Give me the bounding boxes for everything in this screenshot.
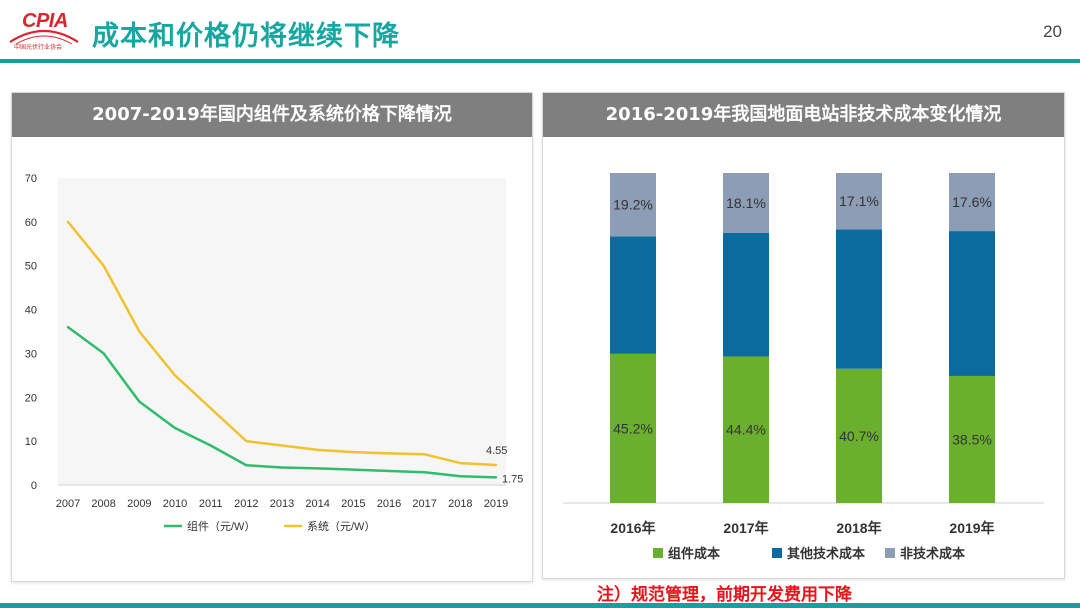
- plot-area: [58, 178, 506, 485]
- x-tick-label: 2016年: [610, 520, 655, 536]
- data-point: [173, 426, 177, 430]
- x-tick-label: 2008: [91, 498, 115, 510]
- data-point: [423, 453, 426, 456]
- legend-label: 组件（元/W）: [187, 519, 255, 533]
- x-tick-label: 2019年: [949, 520, 994, 536]
- legend-swatch: [772, 548, 782, 558]
- bar-segment: [836, 368, 882, 503]
- y-tick-label: 10: [25, 436, 37, 448]
- data-point: [138, 400, 141, 403]
- data-point: [494, 463, 498, 467]
- x-tick-label: 2017: [412, 498, 436, 510]
- data-point: [387, 469, 391, 473]
- x-tick-label: 2012: [234, 498, 258, 510]
- data-point: [66, 325, 70, 329]
- bar-segment: [723, 232, 769, 357]
- x-tick-label: 2015: [341, 498, 365, 510]
- line-chart-panel: 2007-2019年国内组件及系统价格下降情况 0 10 20 30 40 50 60 70 2…: [11, 92, 533, 582]
- bar-segment: [836, 229, 882, 369]
- data-label: 44.4%: [726, 422, 766, 438]
- x-tick-label: 2018年: [836, 520, 881, 536]
- data-point: [352, 468, 355, 471]
- data-label: 38.5%: [952, 431, 992, 447]
- legend-label: 组件成本: [668, 546, 720, 561]
- data-label: 40.7%: [839, 428, 879, 444]
- slide-header: CPIA 中国光伏行业协会 成本和价格仍将继续下降 20: [0, 0, 1080, 64]
- data-point: [102, 264, 105, 267]
- bar-segment: [836, 173, 882, 230]
- data-point: [316, 467, 319, 470]
- data-point: [316, 448, 319, 452]
- data-label: 4.55: [486, 445, 507, 457]
- x-tick-label: 2007: [56, 498, 80, 510]
- stacked-bar-chart: 45.2% 19.2% 2016年 44.4% 18.1% 2017年 40.7% 17.1%…: [563, 173, 1044, 561]
- legend-swatch: [653, 548, 663, 558]
- bar-chart-title: 2016-2019年我国地面电站非技术成本变化情况: [543, 93, 1064, 137]
- data-point: [494, 476, 498, 479]
- y-tick-label: 40: [25, 305, 37, 317]
- y-tick-label: 60: [25, 217, 37, 229]
- x-tick-label: 2013: [270, 498, 294, 510]
- y-tick-label: 30: [25, 348, 37, 360]
- x-tick-label: 2010: [163, 498, 187, 510]
- line-chart-title: 2007-2019年国内组件及系统价格下降情况: [12, 93, 532, 137]
- x-tick-label: 2011: [199, 498, 223, 510]
- line-chart: 0 10 20 30 40 50 60 70 2007 2008 2009 2010 2011 2012 2…: [25, 173, 524, 533]
- data-label: 45.2%: [613, 420, 653, 436]
- footnote: 注）规范管理，前期开发费用下降: [597, 585, 852, 605]
- data-point: [352, 450, 355, 454]
- data-point: [209, 444, 212, 447]
- header-divider: [0, 59, 1080, 63]
- bar-segment: [610, 236, 656, 354]
- data-point: [459, 461, 462, 465]
- data-label: 17.1%: [839, 193, 879, 209]
- data-label: 1.75: [502, 473, 523, 485]
- bar-segment: [610, 173, 656, 237]
- bar-segment: [949, 231, 995, 376]
- legend-label: 非技术成本: [900, 546, 965, 561]
- y-tick-label: 70: [25, 173, 37, 185]
- bar-chart-panel: 2016-2019年我国地面电站非技术成本变化情况 45.2% 19.2% 2016…: [542, 92, 1065, 579]
- data-point: [280, 444, 284, 447]
- page-number: 20: [1043, 22, 1062, 41]
- data-point: [245, 439, 248, 443]
- data-label: 19.2%: [613, 197, 653, 213]
- bar-segment: [723, 173, 769, 233]
- data-point: [138, 330, 141, 333]
- legend-label: 系统（元/W）: [307, 520, 375, 533]
- data-point: [245, 464, 248, 467]
- data-point: [102, 352, 105, 355]
- logo-text: CPIA: [22, 10, 68, 32]
- data-point: [459, 475, 462, 478]
- logo-arc-icon: [9, 30, 79, 45]
- x-tick-label: 2014: [305, 498, 329, 510]
- cpia-logo: CPIA 中国光伏行业协会: [6, 6, 82, 54]
- x-tick-label: 2017年: [723, 520, 768, 536]
- legend-label: 其他技术成本: [787, 546, 865, 561]
- data-label: 18.1%: [726, 195, 766, 211]
- y-tick-label: 0: [31, 480, 37, 492]
- footer-divider: [0, 603, 1080, 608]
- data-point: [173, 374, 177, 377]
- bar-segment: [949, 375, 995, 503]
- bar-segment: [949, 173, 995, 232]
- data-label: 17.6%: [952, 194, 992, 210]
- data-point: [423, 471, 426, 474]
- x-tick-label: 2018: [448, 498, 472, 510]
- data-point: [387, 452, 391, 455]
- x-tick-label: 2019: [484, 498, 508, 510]
- bar-segment: [723, 356, 769, 503]
- data-point: [66, 220, 70, 224]
- x-tick-label: 2009: [127, 498, 151, 510]
- y-tick-label: 50: [25, 261, 37, 273]
- logo-subtitle: 中国光伏行业协会: [14, 45, 63, 51]
- x-tick-label: 2016: [377, 498, 401, 510]
- data-point: [209, 407, 212, 410]
- page-title: 成本和价格仍将继续下降: [92, 21, 400, 52]
- legend-swatch: [885, 548, 895, 558]
- bar-segment: [610, 353, 656, 503]
- data-point: [280, 466, 284, 469]
- y-tick-label: 20: [25, 392, 37, 404]
